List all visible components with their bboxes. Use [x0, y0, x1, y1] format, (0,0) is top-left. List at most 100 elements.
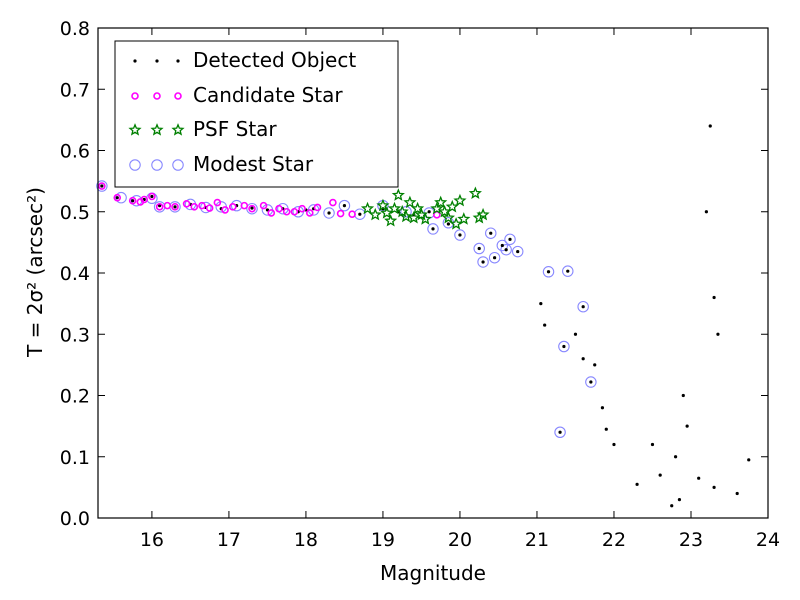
detected-object-point [481, 260, 485, 264]
psf-star-point [453, 193, 467, 207]
legend-label-psf: PSF Star [193, 117, 277, 141]
candidate-star-point [282, 207, 291, 216]
modest-star-point [477, 256, 489, 268]
detected-object-point [342, 204, 347, 208]
legend-label-candidate: Candidate Star [193, 83, 343, 107]
detected-object-point [489, 231, 493, 235]
legend-marker-modest-star-point [172, 159, 184, 171]
y-tick-label: 0.8 [60, 18, 90, 40]
psf-star-point [418, 212, 432, 225]
detected-object-point [158, 204, 162, 208]
modest-star-point [323, 207, 335, 219]
psf-star-point [441, 210, 455, 224]
detected-object-point [427, 210, 431, 214]
detected-object-point [558, 430, 562, 434]
x-tick-label: 20 [448, 529, 472, 551]
y-tick-label: 0.6 [60, 141, 90, 163]
legend-marker-candidate-star-point [153, 92, 161, 100]
candidate-star-point [140, 195, 149, 204]
detected-object-point [716, 332, 720, 336]
psf-star-point [437, 204, 452, 218]
candidate-star-point [290, 207, 299, 216]
detected-object-point [747, 458, 751, 462]
psf-star-point [468, 186, 482, 199]
x-tick-label: 19 [371, 529, 395, 551]
modest-star-point [496, 239, 509, 252]
detected-object-point [697, 476, 701, 480]
modest-star-point [577, 300, 589, 313]
candidate-star-point [259, 201, 268, 210]
candidate-star-point [98, 182, 106, 190]
modest-star-point [485, 227, 497, 239]
legend-label-modest: Modest Star [193, 152, 314, 176]
detected-object-point [635, 482, 639, 486]
legend-marker-psf-star-point [150, 123, 164, 136]
modest-star-point [338, 199, 351, 212]
x-tick-label: 24 [756, 529, 780, 551]
detected-object-point [612, 442, 616, 447]
detected-object-point [589, 380, 593, 384]
candidate-star-point [190, 203, 199, 211]
detected-object-point [504, 248, 508, 252]
ticks-layer: 16 17 18 19 20 21 22 23 24 0.0 0.1 0.2 0.3 0.4 0.5 0.6 0… [60, 18, 780, 551]
candidate-star-point [348, 210, 356, 218]
detected-object-point [673, 455, 678, 459]
candidate-star-point [113, 193, 122, 202]
candidate-star-point [221, 206, 229, 214]
detected-object-point [543, 323, 547, 327]
detected-object-point [658, 473, 662, 477]
legend-marker-candidate-star-point [174, 92, 182, 100]
candidate-star-point [433, 211, 441, 219]
legend-marker-psf-star-point [171, 123, 185, 136]
psf-star-point [376, 198, 390, 212]
marks-layer [96, 124, 751, 508]
x-tick-label: 22 [602, 529, 626, 551]
detected-object-point [704, 210, 708, 214]
modest-star-point [585, 376, 597, 388]
candidate-star-point [128, 196, 137, 205]
candidate-star-point [313, 203, 322, 212]
detected-object-point [650, 442, 655, 447]
detected-object-point [150, 194, 154, 199]
modest-star-point [246, 202, 258, 215]
detected-object-point [670, 504, 674, 508]
detected-object-point [458, 233, 462, 237]
legend-marker-psf-star-point [128, 123, 142, 136]
candidate-star-point [275, 204, 283, 213]
psf-star-point [407, 210, 421, 224]
candidate-star-point [267, 209, 276, 217]
detected-object-point [493, 256, 497, 260]
psf-star-point [430, 201, 444, 215]
detected-object-point [562, 344, 566, 349]
x-tick-label: 17 [217, 529, 241, 551]
detected-object-point [539, 302, 543, 306]
modest-star-point [454, 229, 466, 241]
modest-star-point [200, 201, 212, 214]
candidate-star-point [336, 209, 345, 218]
detected-object-point [712, 485, 716, 489]
candidate-star-point [198, 201, 206, 210]
psf-star-point [391, 188, 405, 201]
modest-star-point [146, 192, 158, 205]
psf-star-point [380, 206, 394, 219]
legend-marker-detected-object-point [133, 59, 137, 63]
candidate-star-point [248, 204, 256, 213]
detected-object-point [581, 357, 585, 361]
legend-label-detected: Detected Object [193, 48, 356, 72]
detected-object-point [566, 269, 570, 273]
candidate-star-point [305, 209, 314, 217]
y-tick-label: 0.1 [60, 447, 90, 469]
detected-object-point [581, 305, 585, 309]
detected-object-point [573, 332, 578, 336]
y-tick-label: 0.2 [60, 386, 90, 408]
detected-object-point [685, 424, 689, 428]
detected-object-point [735, 491, 739, 496]
candidate-star-point [182, 199, 191, 208]
candidate-star-point [228, 203, 237, 211]
modest-star-point [96, 180, 108, 192]
detected-object-point [431, 227, 435, 231]
legend-marker-detected-object-point [155, 59, 159, 63]
y-tick-label: 0.0 [60, 508, 90, 530]
detected-object-point [508, 237, 512, 241]
detected-object-point [115, 196, 119, 200]
